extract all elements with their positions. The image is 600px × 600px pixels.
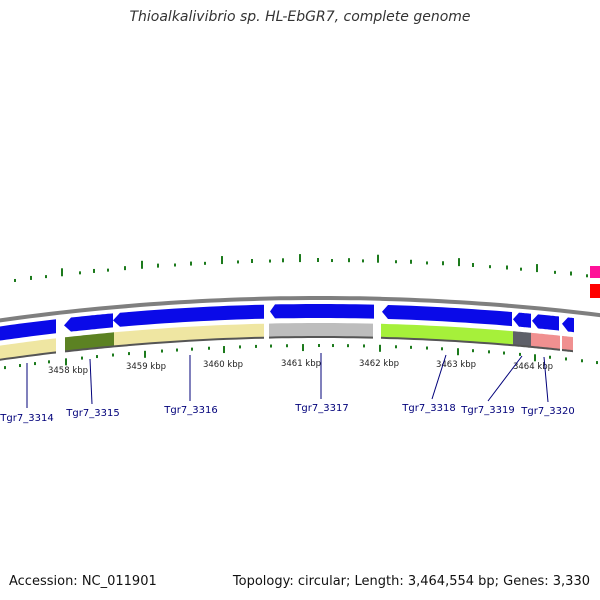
- cds-arrow: [113, 304, 264, 327]
- edge-feature-magenta: [590, 266, 600, 278]
- kbp-label: 3462 kbp: [359, 359, 399, 369]
- cds-arrow: [382, 305, 512, 327]
- cog-segment-edge: [562, 349, 573, 353]
- cog-color-track: [0, 323, 573, 361]
- edge-feature-marks: [590, 266, 600, 298]
- gene-label: Tgr7_3319: [460, 405, 514, 416]
- gene-label: Tgr7_3318: [401, 403, 455, 414]
- cog-segment-edge: [114, 336, 264, 348]
- accession-label: Accession: NC_011901: [9, 574, 157, 589]
- cog-segment: [114, 323, 264, 347]
- cog-segment-edge: [65, 345, 114, 353]
- cog-segment: [513, 331, 531, 347]
- cog-segment: [381, 323, 513, 346]
- cds-arrow: [513, 312, 531, 328]
- cds-arrow-track: [0, 304, 574, 341]
- cog-segment: [0, 338, 56, 360]
- cds-arrow: [0, 319, 56, 341]
- gene-label: Tgr7_3314: [0, 413, 54, 424]
- genome-backbone: [0, 296, 600, 323]
- gene-label: Tgr7_3316: [163, 405, 217, 416]
- kbp-label: 3461 kbp: [281, 359, 321, 369]
- cds-arrow: [270, 304, 374, 319]
- cds-arrow: [562, 317, 574, 333]
- cog-segment: [269, 323, 373, 338]
- cog-segment-edge: [381, 336, 513, 347]
- gene-label: Tgr7_3317: [294, 403, 348, 414]
- cog-segment-edge: [269, 336, 373, 339]
- cds-arrow: [532, 314, 559, 331]
- map-title: Thioalkalivibrio sp. HL-EbGR7, complete …: [129, 9, 471, 25]
- kbp-label: 3459 kbp: [126, 362, 166, 372]
- gene-leader-line: [89, 358, 93, 405]
- topology-label: Topology: circular; Length: 3,464,554 bp…: [232, 574, 590, 589]
- kbp-label: 3464 kbp: [513, 362, 553, 372]
- gene-leader-line: [487, 355, 523, 402]
- edge-feature-red: [590, 284, 600, 298]
- cog-segment-edge: [531, 345, 560, 351]
- outer-tick-track: [14, 254, 588, 282]
- cog-segment: [562, 335, 573, 352]
- kbp-label: 3460 kbp: [203, 360, 243, 370]
- cog-segment-edge: [0, 351, 56, 361]
- gene-leader-line: [543, 356, 549, 403]
- gene-label-track: Tgr7_3314 Tgr7_3315 Tgr7_3316 Tgr7_3317 Tgr7…: [0, 353, 575, 424]
- inner-tick-track: [4, 344, 598, 370]
- kbp-label: 3463 kbp: [436, 360, 476, 370]
- cog-segment: [531, 332, 560, 350]
- cds-arrow: [64, 313, 113, 332]
- gene-label: Tgr7_3320: [520, 406, 574, 417]
- gene-leader-line: [431, 354, 447, 400]
- cog-segment-edge: [513, 344, 531, 348]
- kbp-label: 3458 kbp: [48, 366, 88, 376]
- gene-label: Tgr7_3315: [65, 408, 119, 419]
- kbp-scale: 3458 kbp 3459 kbp 3460 kbp 3461 kbp 3462 kbp…: [48, 359, 553, 376]
